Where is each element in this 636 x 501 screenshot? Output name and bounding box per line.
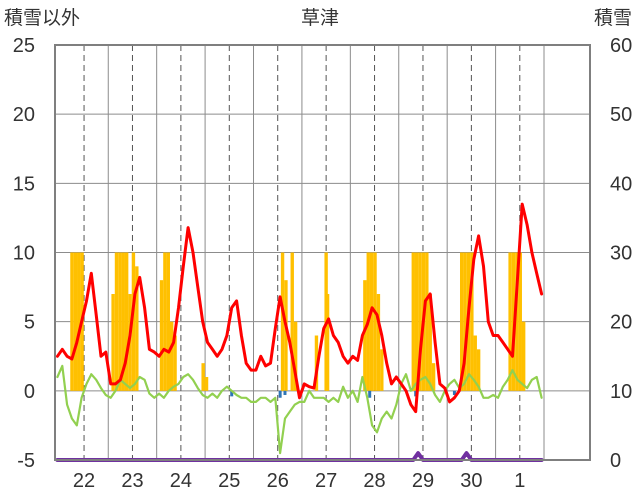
precip-bar-30 bbox=[376, 294, 381, 391]
small-bar-5 bbox=[452, 390, 456, 395]
small-bar-1 bbox=[278, 390, 282, 398]
precip-bar-16 bbox=[173, 335, 177, 391]
x-tick-label: 25 bbox=[218, 470, 240, 492]
x-tick-label: 28 bbox=[363, 470, 385, 492]
precip-bar-13 bbox=[163, 252, 167, 391]
x-tick-label: 24 bbox=[170, 470, 192, 492]
left-axis-ticks: 25 20 15 10 5 0 -5 bbox=[13, 35, 35, 472]
small-bar-0 bbox=[230, 390, 234, 397]
precip-bar-22 bbox=[293, 321, 298, 391]
right-tick-label: 60 bbox=[610, 35, 632, 57]
precip-bar-7 bbox=[121, 252, 125, 391]
right-tick-label: 10 bbox=[610, 381, 632, 403]
precip-bar-8 bbox=[124, 252, 129, 391]
precip-bar-4 bbox=[111, 294, 115, 391]
precip-bar-45 bbox=[508, 252, 512, 391]
temperature-line bbox=[55, 202, 544, 414]
x-tick-label: 27 bbox=[315, 470, 337, 492]
x-tick-label: 22 bbox=[73, 470, 95, 492]
precip-bar-21 bbox=[290, 252, 294, 391]
x-tick-label: 1 bbox=[514, 470, 525, 492]
x-tick-label: 26 bbox=[267, 470, 289, 492]
precip-bar-11 bbox=[135, 266, 139, 391]
precip-bar-1 bbox=[73, 252, 78, 391]
left-tick-label: -5 bbox=[17, 450, 35, 472]
small-bar-2 bbox=[283, 390, 287, 395]
precip-bar-29 bbox=[373, 252, 377, 391]
left-tick-label: 20 bbox=[13, 104, 35, 126]
right-tick-label: 40 bbox=[610, 173, 632, 195]
right-tick-label: 50 bbox=[610, 104, 632, 126]
precip-bar-34 bbox=[418, 252, 422, 391]
precip-bar-15 bbox=[169, 321, 174, 391]
chart-title: 草津 bbox=[301, 7, 339, 29]
precip-bar-14 bbox=[166, 252, 170, 391]
x-axis-ticks: 22 23 24 25 26 27 28 29 30 1 bbox=[73, 470, 525, 492]
precip-bar-40 bbox=[463, 252, 467, 391]
precip-bar-19 bbox=[280, 252, 285, 391]
precip-bar-39 bbox=[460, 252, 464, 391]
left-tick-label: 15 bbox=[13, 173, 35, 195]
precip-bar-47 bbox=[515, 252, 519, 391]
precip-bar-20 bbox=[284, 280, 288, 391]
left-tick-label: 25 bbox=[13, 35, 35, 57]
precip-bar-44 bbox=[476, 349, 481, 391]
plot-border bbox=[54, 44, 591, 461]
precip-bar-10 bbox=[131, 252, 136, 391]
precip-bar-42 bbox=[470, 252, 474, 391]
right-axis-ticks: 60 50 40 30 20 10 0 bbox=[610, 35, 632, 472]
snow_depth-line bbox=[55, 451, 544, 462]
precip-bar-25 bbox=[325, 294, 330, 391]
precip-bar-5 bbox=[114, 252, 119, 391]
precip-bar-12 bbox=[159, 280, 164, 391]
precip-bar-36 bbox=[425, 252, 429, 391]
precip-bar-37 bbox=[428, 294, 432, 391]
precip-bar-26 bbox=[363, 280, 367, 391]
left-tick-label: 5 bbox=[24, 312, 35, 334]
precip-bar-6 bbox=[118, 252, 122, 391]
plot-frame bbox=[54, 44, 591, 461]
precip-bar-48 bbox=[518, 252, 522, 391]
precip-bar-43 bbox=[473, 335, 477, 391]
left-axis-label: 積雪以外 bbox=[4, 7, 80, 29]
right-axis-label: 積雪 bbox=[594, 7, 632, 29]
small-bar-3 bbox=[368, 390, 372, 398]
x-tick-label: 23 bbox=[121, 470, 143, 492]
left-tick-label: 10 bbox=[13, 243, 35, 265]
precip-bar-38 bbox=[431, 363, 436, 391]
x-tick-label: 30 bbox=[460, 470, 482, 492]
precip-bar-49 bbox=[521, 321, 526, 391]
precip-bar-17 bbox=[201, 363, 205, 391]
right-tick-label: 20 bbox=[610, 312, 632, 334]
left-tick-label: 0 bbox=[24, 381, 35, 403]
precip-bar-2 bbox=[77, 252, 81, 391]
precip-bar-32 bbox=[411, 252, 415, 391]
right-tick-label: 30 bbox=[610, 243, 632, 265]
x-tick-label: 29 bbox=[412, 470, 434, 492]
precip-bar-18 bbox=[204, 377, 209, 391]
precip-bar-0 bbox=[70, 252, 74, 391]
right-tick-label: 0 bbox=[610, 450, 621, 472]
precip-bar-31 bbox=[380, 349, 384, 391]
precip-bar-33 bbox=[414, 252, 419, 391]
precip-bar-28 bbox=[369, 252, 374, 391]
